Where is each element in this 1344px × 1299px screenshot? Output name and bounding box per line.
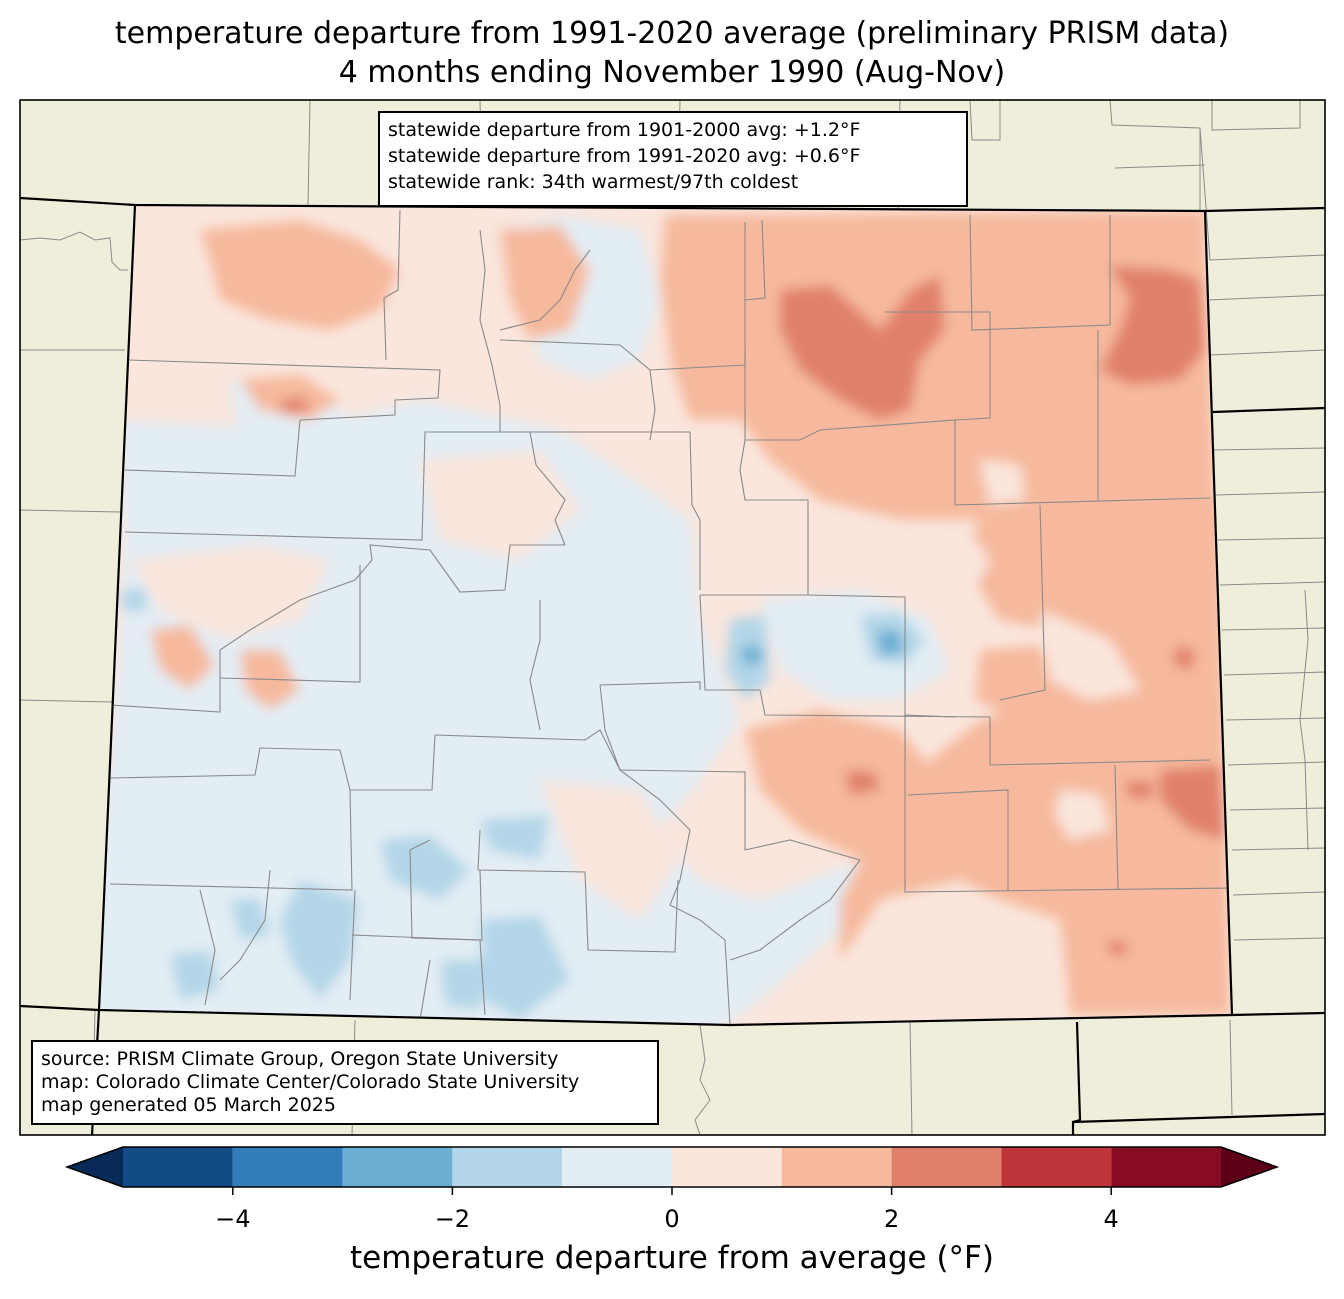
- colorbar-tick-label: 2: [883, 1205, 900, 1233]
- colorbar-tick-label: −4: [215, 1205, 251, 1233]
- map-title-line-2: 4 months ending November 1990 (Aug-Nov): [338, 55, 1006, 90]
- statewide-stats-box: statewide departure from 1901-2000 avg: …: [378, 111, 968, 207]
- source-credit: source: PRISM Climate Group, Oregon Stat…: [41, 1048, 559, 1070]
- map-credit: map: Colorado Climate Center/Colorado St…: [41, 1071, 580, 1093]
- colorbar-bin-6: [781, 1147, 892, 1187]
- colorbar-bin-5: [672, 1147, 782, 1187]
- colorbar-bin-9: [1111, 1147, 1221, 1187]
- colorbar-tick-label: 0: [664, 1205, 680, 1233]
- colorbar-label: temperature departure from average (°F): [350, 1240, 994, 1276]
- map-frame: [19, 99, 1326, 1136]
- colorbar-bin-7: [891, 1147, 1002, 1187]
- map-title-line-1: temperature departure from 1991-2020 ave…: [114, 16, 1230, 51]
- colorbar-bin-8: [1001, 1147, 1112, 1187]
- colorbar-bin-3: [452, 1147, 563, 1187]
- stats-departure-1901-2000: statewide departure from 1901-2000 avg: …: [388, 119, 861, 141]
- colorbar-over-arrow: [1221, 1147, 1277, 1187]
- colorbar-under-arrow: [67, 1147, 123, 1187]
- colorbar-tick-label: −2: [434, 1205, 471, 1233]
- colorbar: [64, 1146, 1280, 1195]
- colorbar-bin-4: [562, 1147, 672, 1187]
- temperature-departure-field: [99, 205, 1232, 1025]
- generated-date: map generated 05 March 2025: [41, 1094, 336, 1116]
- source-box: source: PRISM Climate Group, Oregon Stat…: [31, 1040, 659, 1125]
- colorbar-bin-2: [342, 1147, 453, 1187]
- stats-departure-1991-2020: statewide departure from 1991-2020 avg: …: [388, 145, 861, 167]
- colorbar-bin-1: [232, 1147, 343, 1187]
- colorbar-outline: [64, 1146, 1280, 1188]
- colorado-county-lines: [109, 209, 1231, 1025]
- stats-rank: statewide rank: 34th warmest/97th coldes…: [388, 171, 799, 193]
- colorbar-bin-0: [123, 1147, 233, 1187]
- colorbar-tick-label: 4: [1103, 1205, 1119, 1233]
